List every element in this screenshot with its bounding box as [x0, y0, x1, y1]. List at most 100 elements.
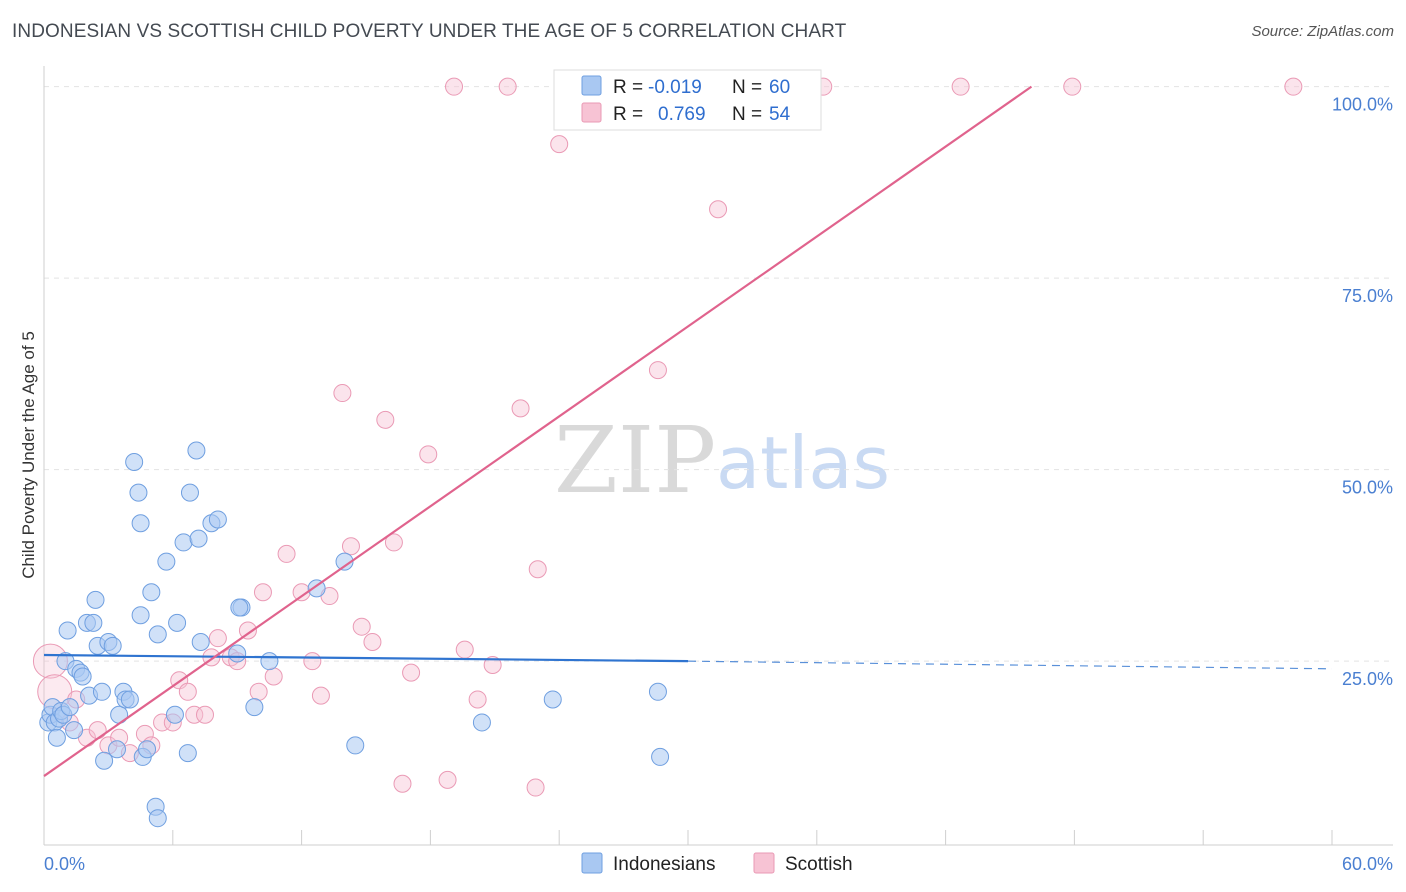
trend-line-indonesians-extension [687, 660, 1333, 670]
scottish-point [333, 384, 352, 403]
correlation-legend: R = -0.019 N = 60 R = 0.769 N = 54 [553, 69, 822, 131]
scottish-point [376, 410, 395, 429]
x-tick-labels: 0.0% 60.0% [44, 854, 1393, 874]
y-axis-label: Child Poverty Under the Age of 5 [19, 331, 38, 579]
indonesian-point [472, 713, 491, 732]
scottish-point [185, 705, 204, 724]
indonesian-point [543, 690, 562, 709]
indonesian-point [168, 613, 187, 632]
indonesian-point [120, 690, 139, 709]
legend-swatch-indonesians [581, 75, 602, 96]
legend-r-label-2: R = [613, 104, 643, 125]
indonesian-point [103, 636, 122, 655]
indonesian-point [84, 613, 103, 632]
scottish-point [88, 721, 107, 740]
indonesian-point [58, 621, 77, 640]
scottish-point [528, 560, 547, 579]
scottish-point [550, 135, 569, 154]
indonesian-point [187, 441, 206, 460]
legend-r-value-1: -0.019 [648, 77, 702, 98]
legend-n-label-2: N = [732, 104, 762, 125]
legend-n-value-2: 54 [769, 104, 791, 125]
indonesian-point [107, 740, 126, 759]
indonesian-point [178, 744, 197, 763]
trend-line-indonesians [43, 653, 689, 663]
legend-n-value-1: 60 [769, 77, 790, 98]
indonesian-point [245, 698, 264, 717]
scottish-point [249, 682, 268, 701]
indonesian-point [648, 682, 667, 701]
scottish-point [468, 690, 487, 709]
indonesian-point [148, 809, 167, 828]
scottish-point [419, 445, 438, 464]
indonesian-point [191, 633, 210, 652]
chart-title: INDONESIAN VS SCOTTISH CHILD POVERTY UND… [12, 21, 847, 42]
bottom-legend-scottish: Scottish [785, 854, 853, 875]
x-tick-label-max: 60.0% [1342, 854, 1393, 874]
scottish-point [1063, 77, 1082, 96]
scottish-point [178, 682, 197, 701]
legend-n-label-1: N = [732, 77, 762, 98]
indonesian-point [129, 483, 148, 502]
indonesian-point [65, 721, 84, 740]
scottish-point [709, 200, 728, 219]
indonesian-point [125, 453, 144, 471]
scottish-point [498, 77, 517, 96]
watermark-atlas: atlas [716, 421, 890, 505]
indonesian-point [180, 483, 199, 502]
scottish-point [196, 705, 214, 724]
scottish-point [352, 617, 371, 636]
indonesian-point [138, 740, 157, 759]
trend-line-scottish [43, 85, 1033, 777]
y-tick-label: 100.0% [1332, 95, 1393, 115]
source-label: Source: ZipAtlas.com [1251, 23, 1394, 40]
indonesian-point [230, 598, 249, 617]
y-tick-label: 25.0% [1342, 669, 1393, 689]
indonesian-point [165, 705, 184, 724]
indonesian-point [148, 625, 167, 644]
scottish-point [1284, 77, 1303, 96]
trend-lines [43, 85, 1333, 777]
scottish-point [208, 629, 227, 648]
indonesian-point [92, 682, 111, 701]
scottish-point [253, 583, 272, 602]
indonesian-point [60, 698, 79, 717]
bottom-legend-swatch-indonesians [581, 852, 603, 874]
legend-r-value-2: 0.769 [658, 104, 706, 125]
scottish-point [341, 537, 360, 556]
indonesian-point [346, 736, 365, 755]
indonesian-point [142, 583, 161, 602]
series-indonesians-points [39, 441, 670, 828]
indonesian-point [228, 644, 247, 663]
indonesian-point [260, 652, 279, 671]
scottish-point [648, 361, 667, 380]
indonesian-point [95, 751, 114, 770]
scottish-point [511, 399, 530, 418]
scottish-point [363, 633, 382, 652]
indonesian-point [174, 533, 193, 552]
scottish-point [402, 663, 421, 682]
scottish-point [483, 655, 502, 674]
indonesian-point [86, 590, 105, 609]
scottish-point [384, 533, 403, 552]
scottish-point [264, 667, 283, 686]
scottish-point [277, 544, 296, 563]
scottish-point [526, 778, 545, 797]
x-tick-label-min: 0.0% [44, 854, 85, 874]
scottish-point [438, 770, 457, 789]
y-tick-labels: 25.0% 50.0% 75.0% 100.0% [1332, 95, 1393, 689]
scottish-point [311, 686, 330, 705]
watermark-zip: ZIP [554, 407, 716, 514]
gridlines [44, 86, 1393, 662]
legend-swatch-scottish [581, 102, 602, 123]
indonesian-point [131, 606, 150, 625]
indonesian-point [157, 552, 176, 571]
scottish-point [445, 77, 464, 96]
scottish-point [951, 77, 970, 96]
scottish-point [303, 652, 322, 671]
legend-r-label-1: R = [613, 77, 643, 98]
indonesian-point [208, 510, 227, 529]
indonesian-point [73, 667, 92, 686]
indonesian-point [131, 514, 150, 533]
scottish-point [238, 621, 257, 640]
